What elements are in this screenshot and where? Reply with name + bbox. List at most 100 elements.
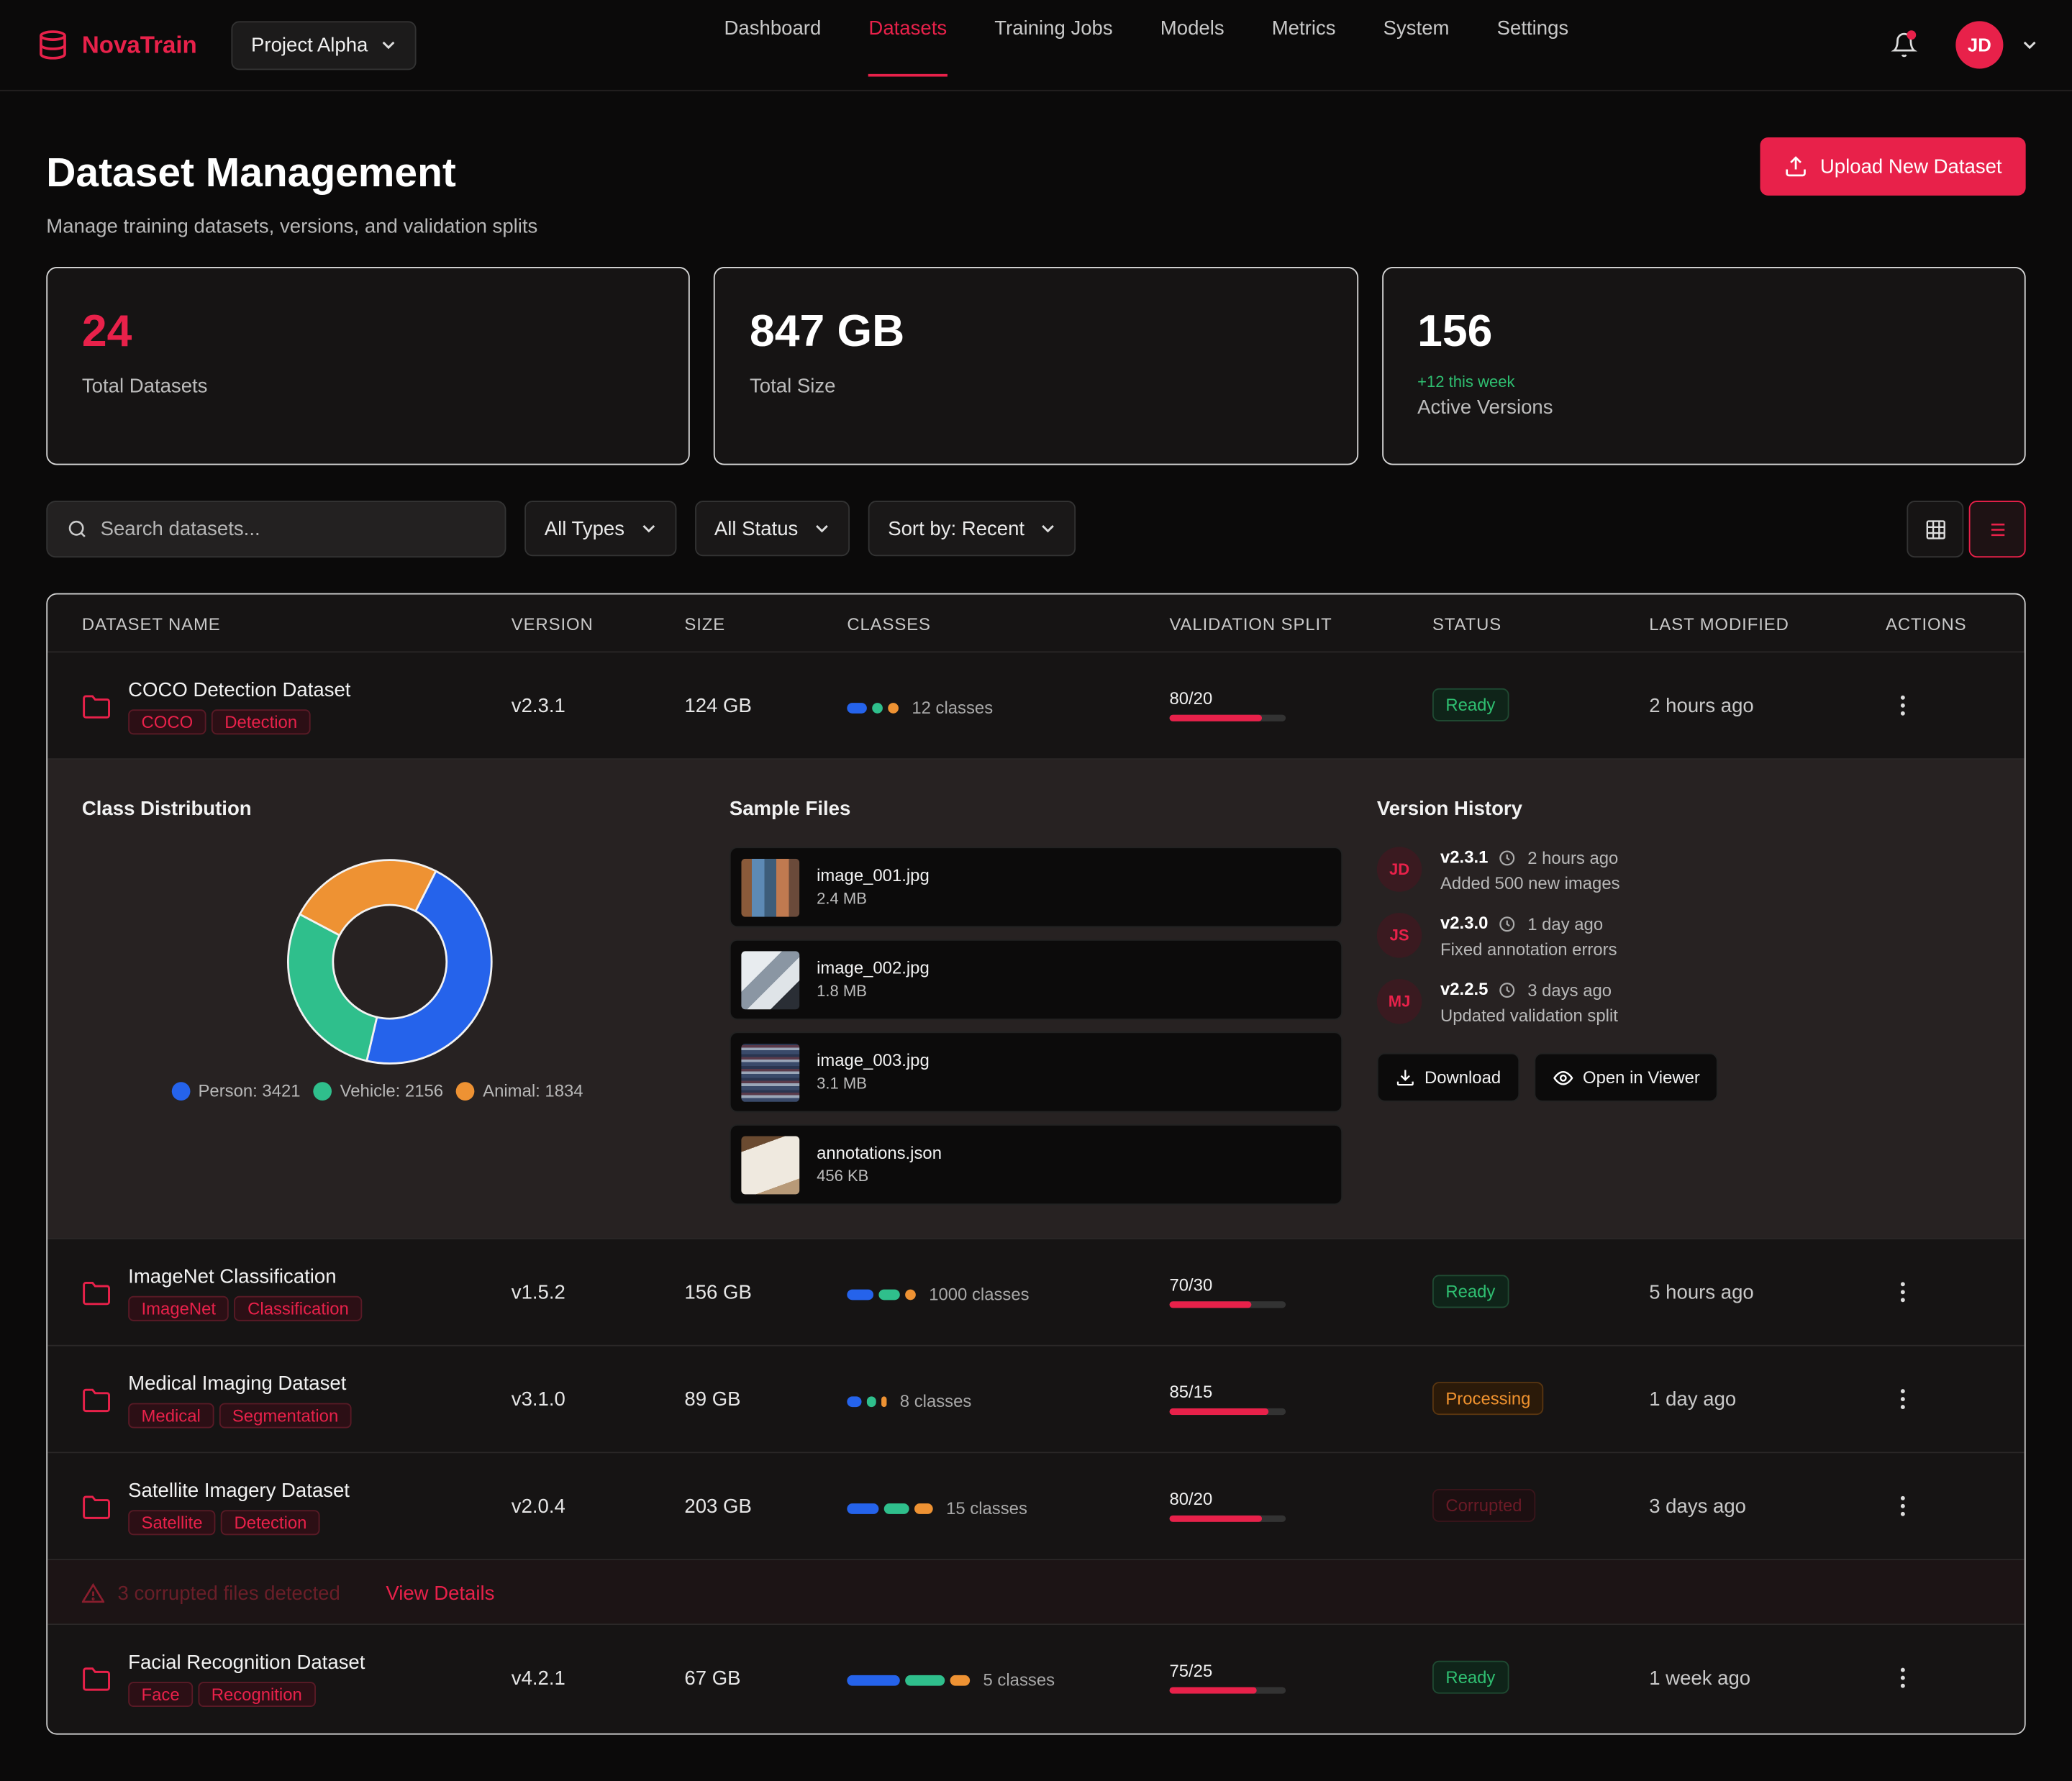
folder-icon: [83, 1495, 110, 1519]
status-filter-value: All Status: [714, 517, 799, 540]
column-header[interactable]: CLASSES: [847, 614, 931, 634]
split-bar-fill: [1169, 1301, 1251, 1308]
table-row[interactable]: Facial Recognition Dataset Face Recognit…: [47, 1625, 2025, 1732]
stat-value: 24: [81, 306, 132, 357]
list-view-button[interactable]: [1968, 501, 2026, 558]
file-item[interactable]: image_002.jpg 1.8 MB: [729, 939, 1343, 1020]
version-item[interactable]: JD v2.3.1 2 hours ago Added 500 new imag…: [1376, 842, 1773, 908]
grid-view-button[interactable]: [1907, 501, 1964, 558]
more-vertical-icon[interactable]: [1892, 1386, 1913, 1413]
last-modified: 1 day ago: [1649, 1388, 1737, 1411]
more-vertical-icon[interactable]: [1892, 1493, 1913, 1519]
class-count: 12 classes: [912, 697, 994, 718]
dataset-name[interactable]: Facial Recognition Dataset: [128, 1651, 365, 1675]
dataset-version: v4.2.1: [511, 1667, 565, 1690]
dataset-size: 203 GB: [684, 1495, 752, 1518]
dataset-name[interactable]: ImageNet Classification: [128, 1265, 337, 1288]
class-pill: [866, 1395, 876, 1407]
class-count: 15 classes: [946, 1498, 1027, 1518]
column-header[interactable]: LAST MODIFIED: [1649, 614, 1789, 634]
nav-datasets[interactable]: Datasets: [845, 0, 971, 91]
nav-dashboard[interactable]: Dashboard: [724, 17, 822, 40]
dataset-name[interactable]: Satellite Imagery Dataset: [128, 1480, 350, 1503]
user-avatar[interactable]: JD: [1955, 21, 2004, 69]
stat-label: Active Versions: [1417, 396, 1553, 419]
file-thumbnail: [741, 951, 800, 1010]
legend-swatch: [456, 1081, 476, 1101]
version-number: v2.3.0: [1440, 913, 1489, 933]
nav-settings[interactable]: Settings: [1496, 17, 1569, 40]
column-header[interactable]: VALIDATION SPLIT: [1169, 614, 1332, 634]
stat-value: 847 GB: [750, 306, 905, 357]
nav-models[interactable]: Models: [1160, 17, 1224, 40]
legend-label: Animal: 1834: [483, 1080, 583, 1101]
notification-dot: [1907, 30, 1917, 40]
class-indicator: 1000 classes: [847, 1284, 1030, 1304]
dataset-name[interactable]: Medical Imaging Dataset: [128, 1372, 347, 1395]
class-pill: [905, 1288, 916, 1300]
class-indicator: 15 classes: [847, 1498, 1027, 1518]
notifications-button[interactable]: [1887, 28, 1922, 63]
class-indicator: 8 classes: [847, 1391, 971, 1411]
file-size: 3.1 MB: [817, 1074, 867, 1093]
version-item[interactable]: JS v2.3.0 1 day ago Fixed annotation err…: [1376, 908, 1773, 974]
view-toggles: [1907, 501, 2026, 558]
class-pill: [883, 1503, 909, 1513]
version-item[interactable]: MJ v2.2.5 3 days ago Updated validation …: [1376, 974, 1773, 1040]
column-header[interactable]: SIZE: [684, 614, 726, 634]
dataset-version: v2.3.1: [511, 695, 565, 718]
status-badge: Ready: [1432, 1660, 1509, 1694]
nav-metrics[interactable]: Metrics: [1271, 17, 1336, 40]
legend-item: Animal: 1834: [456, 1080, 583, 1101]
dataset-version: v3.1.0: [511, 1388, 565, 1411]
stats-row: 24 Total Datasets 847 GB Total Size 156 …: [46, 267, 2026, 465]
file-name: annotations.json: [817, 1142, 942, 1163]
bell-icon: [1891, 32, 1918, 58]
upload-dataset-button[interactable]: Upload New Dataset: [1760, 137, 2026, 196]
open-in-viewer-button[interactable]: Open in Viewer: [1534, 1052, 1719, 1102]
version-description: Updated validation split: [1440, 1005, 1618, 1026]
type-filter-dropdown[interactable]: All Types: [524, 501, 676, 557]
table-row[interactable]: Satellite Imagery Dataset Satellite Dete…: [47, 1453, 2025, 1561]
nav-training-jobs[interactable]: Training Jobs: [994, 17, 1113, 40]
split-ratio: 80/20: [1169, 688, 1213, 709]
legend-label: Vehicle: 2156: [340, 1080, 444, 1101]
more-vertical-icon[interactable]: [1892, 692, 1913, 719]
brand[interactable]: NovaTrain: [37, 29, 197, 60]
column-header[interactable]: DATASET NAME: [81, 614, 221, 634]
file-item[interactable]: image_003.jpg 3.1 MB: [729, 1031, 1343, 1113]
download-button[interactable]: Download: [1376, 1052, 1519, 1102]
project-selector[interactable]: Project Alpha: [231, 20, 417, 70]
stat-card-datasets: 24 Total Datasets: [46, 267, 691, 465]
table-row[interactable]: Medical Imaging Dataset Medical Segmenta…: [47, 1346, 2025, 1454]
column-header[interactable]: STATUS: [1432, 614, 1502, 634]
version-time: 3 days ago: [1527, 980, 1612, 1001]
file-item[interactable]: annotations.json 456 KB: [729, 1124, 1343, 1206]
status-filter-dropdown[interactable]: All Status: [694, 501, 850, 557]
class-pill: [847, 1288, 874, 1300]
filter-bar: All Types All Status Sort by: Recent: [46, 501, 2026, 559]
chevron-down-icon[interactable]: [2022, 37, 2037, 53]
validation-split: 80/20: [1169, 1489, 1286, 1522]
author-avatar: JS: [1376, 913, 1422, 958]
search-input[interactable]: [100, 517, 458, 541]
column-header[interactable]: VERSION: [511, 614, 594, 634]
table-row[interactable]: COCO Detection Dataset COCO Detection v2…: [47, 652, 2025, 760]
dataset-name[interactable]: COCO Detection Dataset: [128, 679, 351, 702]
page-subtitle: Manage training datasets, versions, and …: [46, 215, 538, 238]
version-description: Fixed annotation errors: [1440, 939, 1617, 960]
legend-swatch: [313, 1081, 332, 1101]
more-vertical-icon[interactable]: [1892, 1279, 1913, 1306]
search-box[interactable]: [46, 501, 506, 558]
more-vertical-icon[interactable]: [1892, 1664, 1913, 1691]
table-row[interactable]: ImageNet Classification ImageNet Classif…: [47, 1239, 2025, 1347]
class-pill: [950, 1675, 971, 1685]
clock-icon: [1499, 983, 1515, 998]
dataset-version: v2.0.4: [511, 1495, 565, 1518]
file-item[interactable]: image_001.jpg 2.4 MB: [729, 847, 1343, 928]
file-size: 456 KB: [817, 1166, 869, 1185]
nav-system[interactable]: System: [1383, 17, 1450, 40]
sort-dropdown[interactable]: Sort by: Recent: [868, 501, 1076, 557]
folder-icon: [83, 1281, 110, 1306]
view-details-link[interactable]: View Details: [386, 1582, 495, 1605]
